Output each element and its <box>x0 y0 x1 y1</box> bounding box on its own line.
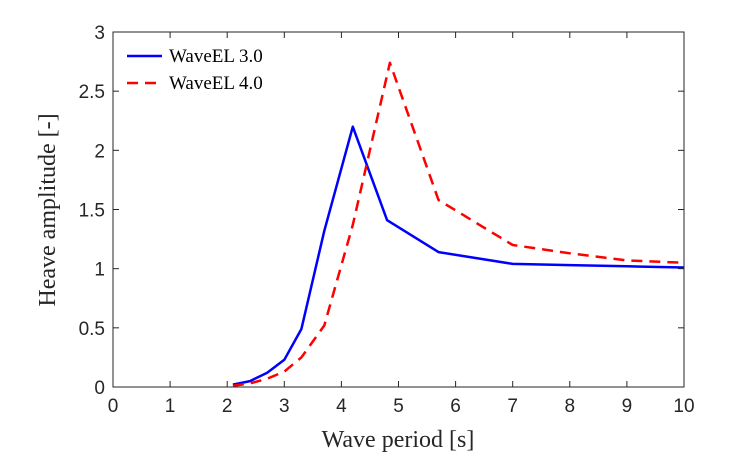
x-tick-label: 3 <box>279 396 290 417</box>
y-axis-label: Heave amplitude [-] <box>35 113 61 306</box>
y-tick-label: 0.5 <box>79 319 105 340</box>
x-tick-label: 5 <box>393 396 404 417</box>
x-axis-label: Wave period [s] <box>322 427 475 453</box>
legend-label-1: WaveEL 4.0 <box>169 73 263 94</box>
x-tick-label: 7 <box>507 396 518 417</box>
x-tick-label: 8 <box>565 396 576 417</box>
x-tick-label: 4 <box>336 396 347 417</box>
x-tick-label: 6 <box>450 396 461 417</box>
x-tick-label: 2 <box>222 396 233 417</box>
x-tick-label: 10 <box>673 396 694 417</box>
series-layer <box>232 61 685 388</box>
x-tick-label: 1 <box>165 396 176 417</box>
y-tick-label: 2 <box>94 141 105 162</box>
series-line-1 <box>232 61 685 388</box>
y-tick-label: 0 <box>94 378 105 399</box>
x-tick-label: 0 <box>108 396 119 417</box>
y-tick-label: 2.5 <box>79 82 105 103</box>
y-tick-label: 1.5 <box>79 201 105 222</box>
legend-box <box>121 38 289 100</box>
series-line-0 <box>232 125 685 386</box>
y-tick-label: 1 <box>94 260 105 281</box>
ticks-layer: 0 1 2 3 4 5 6 7 8 9 10 0 0.5 1 1.5 2 2.5 3 <box>79 23 695 417</box>
legend-label-0: WaveEL 3.0 <box>169 46 263 67</box>
legend: WaveEL 3.0 WaveEL 4.0 <box>121 38 289 100</box>
y-tick-label: 3 <box>94 23 105 44</box>
x-tick-label: 9 <box>622 396 633 417</box>
